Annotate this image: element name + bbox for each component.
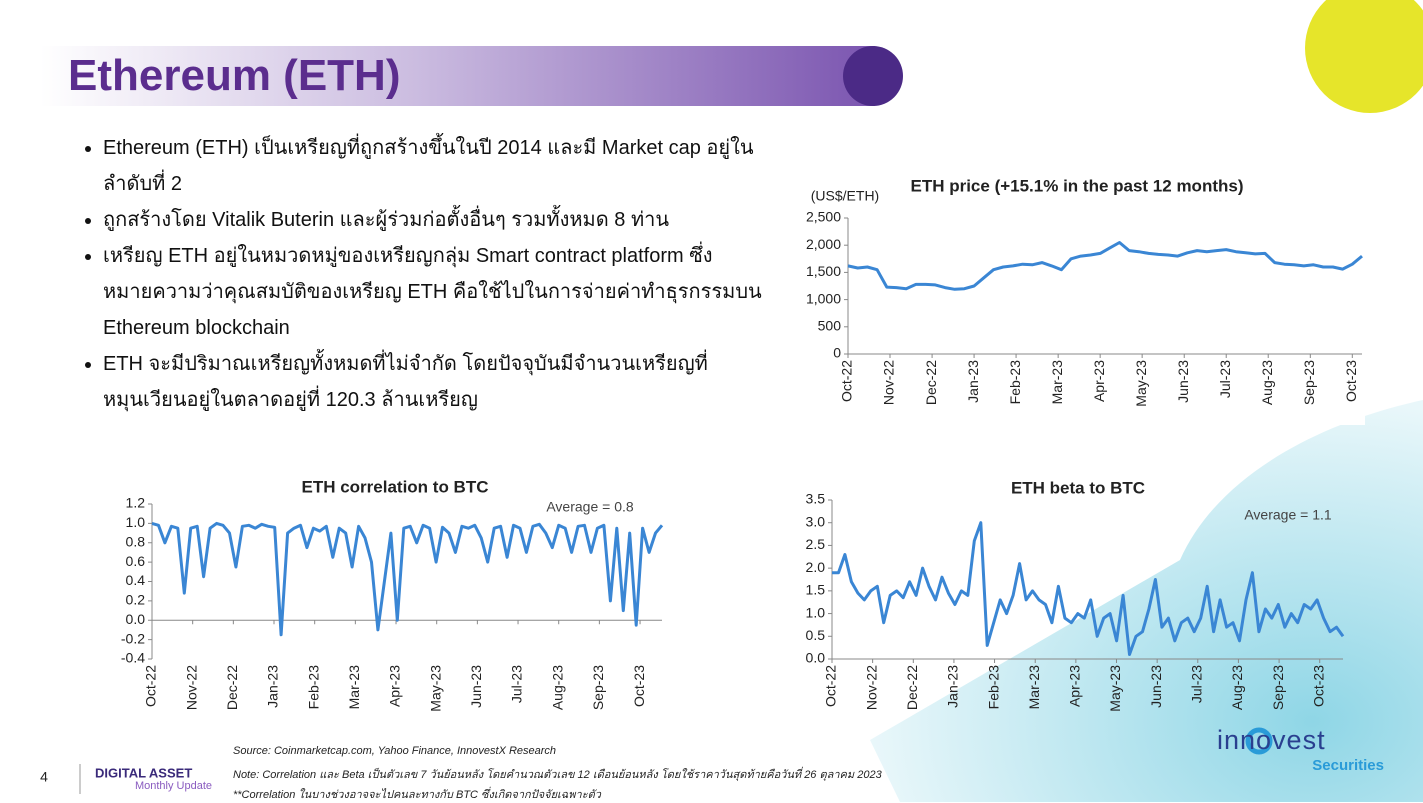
x-tick-label: Sep-23 — [590, 665, 606, 710]
y-tick-label: 0.0 — [806, 650, 826, 666]
y-tick-label: 1.5 — [806, 582, 826, 598]
annotation: Average = 1.1 — [1244, 507, 1332, 523]
x-tick-label: May-23 — [427, 665, 443, 712]
footnote: Source: Coinmarketcap.com, Yahoo Finance… — [233, 745, 557, 757]
y-tick-label: 1.2 — [126, 495, 146, 511]
y-tick-label: 2.0 — [806, 559, 826, 575]
y-tick-label: 1,000 — [806, 290, 841, 306]
banner-circle — [843, 46, 903, 106]
y-tick-label: 0.2 — [126, 592, 146, 608]
y-tick-label: 2,000 — [806, 236, 841, 252]
x-tick-label: Dec-22 — [224, 665, 240, 710]
x-tick-label: May-23 — [1107, 665, 1123, 712]
logo-ring — [1245, 727, 1273, 755]
x-tick-label: Jan-23 — [265, 665, 281, 708]
y-tick-label: 0.6 — [126, 553, 146, 569]
y-tick-label: -0.2 — [121, 630, 145, 646]
x-tick-label: Oct-23 — [631, 665, 647, 707]
x-tick-label: Apr-23 — [387, 665, 403, 707]
y-tick-label: 0.5 — [806, 627, 826, 643]
x-tick-label: Feb-23 — [985, 665, 1001, 710]
company-sub: Securities — [1312, 757, 1384, 774]
y-tick-label: 3.0 — [806, 513, 826, 529]
y-tick-label: 1.0 — [806, 604, 826, 620]
x-tick-label: Apr-23 — [1091, 360, 1107, 402]
footnote: **Correlation ในบางช่วงอาจจะไปคนละทางกับ… — [233, 789, 601, 801]
x-tick-label: Jun-23 — [468, 665, 484, 708]
y-tick-label: 500 — [818, 318, 842, 334]
footnote: Note: Correlation และ Beta เป็นตัวเลข 7 … — [233, 769, 882, 781]
y-tick-label: 0.4 — [126, 572, 146, 588]
x-tick-label: Nov-22 — [863, 665, 879, 710]
x-tick-label: Oct-23 — [1310, 665, 1326, 707]
x-tick-label: Dec-22 — [923, 360, 939, 405]
bullet: เหรียญ ETH อยู่ในหมวดหมู่ของเหรียญกลุ่ม … — [103, 238, 768, 346]
y-tick-label: 0.8 — [126, 533, 146, 549]
x-tick-label: Sep-23 — [1270, 665, 1286, 710]
x-tick-label: Mar-23 — [1026, 665, 1042, 710]
bullet: ถูกสร้างโดย Vitalik Buterin และผู้ร่วมก่… — [103, 202, 768, 238]
line-series — [151, 521, 664, 637]
x-tick-label: Oct-22 — [823, 665, 839, 707]
x-tick-label: Aug-23 — [1259, 360, 1275, 405]
x-tick-label: Jun-23 — [1175, 360, 1191, 403]
x-tick-label: Apr-23 — [1067, 665, 1083, 707]
y-tick-label: 1,500 — [806, 263, 841, 279]
x-tick-label: Jul-23 — [509, 665, 525, 703]
x-tick-label: Jul-23 — [1217, 360, 1233, 398]
x-tick-label: Oct-22 — [143, 665, 159, 707]
x-tick-label: Sep-23 — [1301, 360, 1317, 405]
x-tick-label: Mar-23 — [346, 665, 362, 710]
deco-wave — [870, 400, 1423, 802]
chart-title: ETH correlation to BTC — [301, 477, 488, 496]
x-tick-label: Jul-23 — [1188, 665, 1204, 703]
page-number: 4 — [40, 769, 48, 785]
x-tick-label: Feb-23 — [1007, 360, 1023, 405]
y-axis-label: (US$/ETH) — [811, 188, 879, 204]
bullet-list: Ethereum (ETH) เป็นเหรียญที่ถูกสร้างขึ้น… — [70, 130, 768, 418]
brand: DIGITAL ASSET — [95, 765, 192, 780]
x-tick-label: Jan-23 — [965, 360, 981, 403]
chart-title: ETH beta to BTC — [1011, 478, 1145, 497]
x-tick-label: May-23 — [1133, 360, 1149, 407]
x-tick-label: Aug-23 — [1229, 665, 1245, 710]
x-tick-label: Mar-23 — [1049, 360, 1065, 405]
x-tick-label: Nov-22 — [881, 360, 897, 405]
x-tick-label: Oct-22 — [839, 360, 855, 402]
x-tick-label: Jun-23 — [1148, 665, 1164, 708]
title-banner — [40, 46, 875, 106]
y-tick-label: 0 — [833, 345, 841, 361]
title: Ethereum (ETH) — [68, 51, 401, 100]
y-tick-label: -0.4 — [121, 650, 145, 666]
y-tick-label: 3.5 — [806, 491, 826, 507]
chart-title: ETH price (+15.1% in the past 12 months) — [910, 176, 1243, 195]
y-tick-label: 1.0 — [126, 514, 146, 530]
company: innovest — [1217, 725, 1326, 755]
chart-panel — [790, 170, 1365, 425]
x-tick-label: Nov-22 — [183, 665, 199, 710]
x-tick-label: Aug-23 — [549, 665, 565, 710]
bullet: ETH จะมีปริมาณเหรียญทั้งหมดที่ไม่จำกัด โ… — [103, 346, 768, 418]
deco-circle — [1305, 0, 1423, 113]
x-tick-label: Feb-23 — [305, 665, 321, 710]
line-series — [832, 521, 1345, 656]
annotation: Average = 0.8 — [546, 499, 634, 515]
y-tick-label: 0.0 — [126, 611, 146, 627]
bullet: Ethereum (ETH) เป็นเหรียญที่ถูกสร้างขึ้น… — [103, 130, 768, 202]
y-tick-label: 2,500 — [806, 209, 841, 225]
x-tick-label: Dec-22 — [904, 665, 920, 710]
line-series — [847, 241, 1363, 291]
x-tick-label: Oct-23 — [1343, 360, 1359, 402]
brand-sub: Monthly Update — [135, 780, 212, 792]
x-tick-label: Jan-23 — [945, 665, 961, 708]
y-tick-label: 2.5 — [806, 536, 826, 552]
